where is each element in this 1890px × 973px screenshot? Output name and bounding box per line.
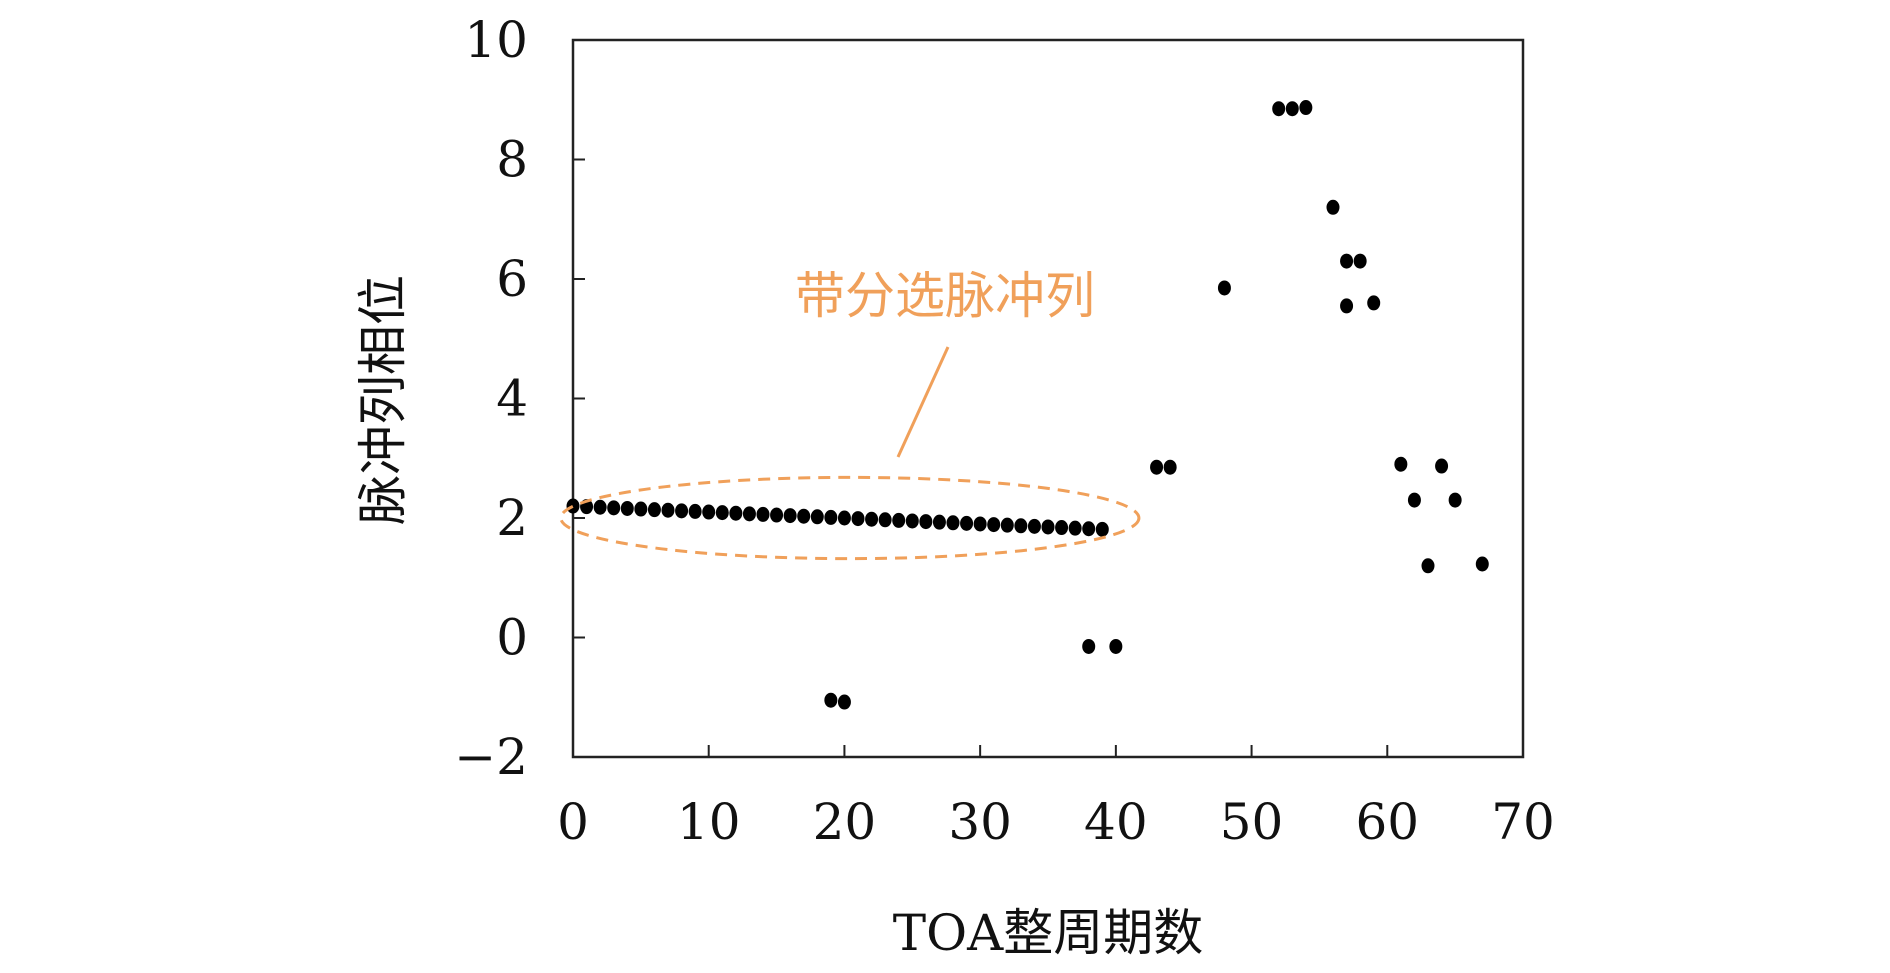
data-point <box>566 498 580 514</box>
data-point <box>1027 518 1041 534</box>
y-axis-label: 脉冲列相位 <box>354 275 412 525</box>
y-tick-label: −2 <box>454 728 528 786</box>
data-point <box>1014 518 1028 534</box>
data-point <box>783 508 797 524</box>
y-tick-label: 2 <box>496 489 528 547</box>
data-point <box>824 509 838 525</box>
data-point <box>810 509 824 525</box>
data-point <box>892 512 906 528</box>
y-tick-label: 8 <box>496 131 528 189</box>
data-point <box>1407 492 1421 508</box>
data-point <box>1095 521 1109 537</box>
data-point <box>1353 253 1367 269</box>
data-point <box>1435 458 1449 474</box>
data-point <box>1448 492 1462 508</box>
data-point <box>661 502 675 518</box>
data-point <box>607 500 621 516</box>
annotation-leader-line <box>896 346 950 458</box>
data-point <box>1150 459 1164 475</box>
data-point <box>770 507 784 523</box>
x-tick-label: 30 <box>948 793 1012 851</box>
data-point <box>905 513 919 529</box>
data-point <box>878 512 892 528</box>
data-point <box>1272 101 1286 117</box>
data-point <box>919 514 933 530</box>
data-point <box>1326 199 1340 215</box>
x-tick-label: 10 <box>677 793 741 851</box>
data-point <box>715 505 729 521</box>
data-point <box>797 508 811 524</box>
data-point <box>729 505 743 521</box>
data-point <box>1082 521 1096 537</box>
plot-area <box>571 38 1525 759</box>
x-tick-label: 60 <box>1355 793 1419 851</box>
x-axis: 0 10 20 30 40 50 60 70 <box>557 745 1555 851</box>
x-tick-label: 20 <box>813 793 877 851</box>
y-tick-label: 4 <box>496 370 528 428</box>
data-point <box>702 504 716 520</box>
x-tick-label: 40 <box>1084 793 1148 851</box>
data-point <box>688 503 702 519</box>
data-point <box>1299 100 1313 116</box>
annotation-label: 带分选脉冲列 <box>795 267 1095 325</box>
data-point <box>1217 280 1231 296</box>
data-point <box>973 516 987 532</box>
data-point <box>865 511 879 527</box>
data-point <box>946 515 960 531</box>
data-point <box>620 500 634 516</box>
data-point <box>593 499 607 515</box>
y-tick-label: 0 <box>496 609 528 667</box>
data-point <box>960 515 974 531</box>
data-point <box>1163 459 1177 475</box>
data-point <box>1340 253 1354 269</box>
data-points <box>566 100 1489 710</box>
data-point <box>837 510 851 526</box>
y-axis: −2 0 2 4 6 8 10 <box>454 11 585 786</box>
data-point <box>837 694 851 710</box>
data-point <box>1000 517 1014 533</box>
data-point <box>647 502 661 518</box>
data-point <box>1340 298 1354 314</box>
annotation-ellipse <box>559 475 1141 561</box>
x-tick-label: 50 <box>1220 793 1284 851</box>
data-point <box>742 506 756 522</box>
data-point <box>675 503 689 519</box>
data-point <box>824 692 838 708</box>
data-point <box>634 501 648 517</box>
x-axis-label: TOA整周期数 <box>893 904 1203 962</box>
x-tick-label: 0 <box>557 793 589 851</box>
data-point <box>1041 519 1055 535</box>
data-point <box>1068 520 1082 536</box>
data-point <box>1055 520 1069 536</box>
y-tick-label: 10 <box>464 11 528 69</box>
data-point <box>932 514 946 530</box>
data-point <box>1109 638 1123 654</box>
plot-frame <box>571 38 1525 759</box>
data-point <box>1367 295 1381 311</box>
annotation: 带分选脉冲列 <box>559 267 1141 561</box>
x-tick-label: 70 <box>1491 793 1555 851</box>
data-point <box>1475 556 1489 572</box>
data-point <box>1421 558 1435 574</box>
y-tick-label: 6 <box>496 250 528 308</box>
data-point <box>1394 456 1408 472</box>
data-point <box>756 506 770 522</box>
data-point <box>851 511 865 527</box>
data-point <box>1285 101 1299 117</box>
data-point <box>1082 638 1096 654</box>
data-point <box>987 517 1001 533</box>
